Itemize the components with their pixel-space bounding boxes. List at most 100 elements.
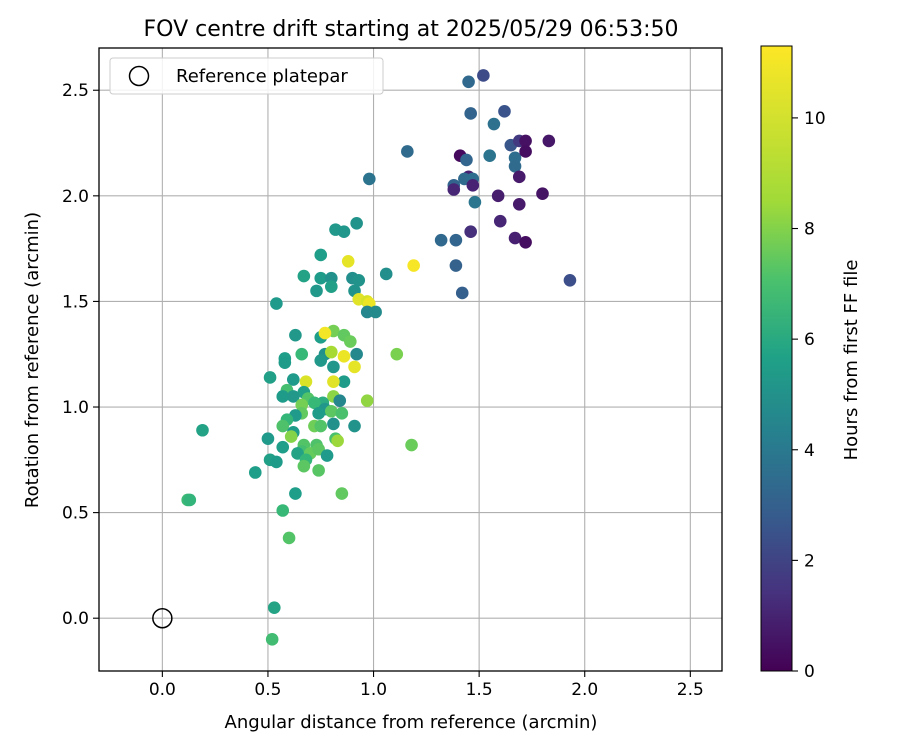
scatter-point	[519, 134, 532, 148]
plot-area	[98, 47, 723, 672]
scatter-point	[276, 390, 290, 403]
scatter-point	[341, 254, 355, 268]
scatter-point	[183, 493, 197, 507]
scatter-point	[286, 390, 300, 403]
scatter-point	[455, 286, 469, 300]
scatter-point	[270, 455, 283, 469]
scatter-point	[333, 394, 347, 407]
scatter-point	[278, 356, 292, 369]
y-tick-label: 1.0	[62, 398, 89, 418]
scatter-point	[248, 466, 262, 479]
scatter-point	[325, 280, 338, 293]
scatter-point	[327, 375, 340, 388]
scatter-point	[344, 335, 357, 348]
scatter-point	[487, 117, 501, 131]
data-points	[181, 69, 577, 646]
scatter-point	[312, 407, 325, 420]
scatter-point	[401, 145, 414, 158]
scatter-point	[276, 504, 290, 517]
colorbar-label: Hours from first FF file	[841, 260, 862, 461]
scatter-point	[335, 407, 349, 420]
scatter-point	[337, 350, 351, 363]
scatter-point	[348, 419, 361, 433]
scatter-point	[350, 347, 363, 361]
scatter-point	[360, 394, 374, 407]
scatter-point	[468, 195, 482, 209]
x-tick-label: 2.0	[571, 680, 598, 700]
colorbar-gradient	[760, 45, 793, 672]
scatter-point	[325, 404, 338, 418]
scatter-point	[363, 172, 376, 186]
scatter-point	[310, 284, 323, 298]
scatter-point	[542, 134, 556, 148]
reference-platepar-marker	[152, 607, 173, 629]
x-tick-label: 0.5	[254, 680, 281, 700]
grid	[99, 48, 722, 671]
scatter-point	[536, 187, 549, 201]
scatter-point	[325, 345, 338, 359]
scatter-point	[314, 354, 328, 367]
scatter-point	[512, 170, 526, 184]
scatter-point	[276, 419, 290, 433]
scatter-point	[493, 214, 507, 228]
scatter-point	[508, 231, 522, 245]
scatter-point	[337, 225, 351, 239]
scatter-point	[563, 274, 577, 287]
scatter-point	[405, 438, 418, 452]
scatter-point	[369, 305, 382, 319]
scatter-point	[270, 297, 283, 310]
scatter-point	[464, 225, 477, 239]
scatter-point	[483, 149, 496, 163]
scatter-point	[289, 487, 302, 500]
colorbar-tick-label: 8	[804, 220, 815, 240]
scatter-point	[297, 269, 311, 283]
scatter-point	[267, 601, 281, 614]
scatter-point	[466, 178, 480, 192]
x-tick-label: 1.0	[360, 680, 387, 700]
scatter-point	[320, 449, 334, 462]
colorbar-ticks: 0 2 4 6 8 10	[792, 109, 826, 682]
x-axis-label: Angular distance from reference (arcmin)	[225, 712, 598, 733]
y-tick-label: 2.5	[62, 81, 89, 101]
scatter-point	[276, 440, 290, 454]
scatter-point	[265, 633, 279, 646]
scatter-point	[379, 267, 393, 281]
legend-entry-label: Reference platepar	[176, 66, 348, 87]
scatter-point	[449, 233, 463, 247]
scatter-point	[299, 375, 313, 388]
scatter-point	[318, 326, 332, 340]
scatter-point	[348, 360, 361, 374]
scatter-point	[491, 189, 505, 203]
y-axis-label: Rotation from reference (arcmin)	[22, 212, 43, 508]
legend-marker-icon	[128, 65, 150, 87]
colorbar-tick-label: 4	[804, 441, 815, 461]
scatter-point	[314, 271, 328, 285]
scatter-point	[462, 75, 475, 89]
scatter-point	[434, 233, 448, 247]
scatter-point	[350, 216, 363, 230]
scatter-point	[498, 105, 511, 118]
scatter-point	[282, 531, 296, 545]
colorbar-tick-label: 6	[804, 330, 815, 350]
x-tick-label: 0.0	[149, 680, 176, 700]
scatter-point	[312, 464, 325, 477]
legend: Reference platepar	[109, 57, 384, 95]
scatter-point	[297, 459, 311, 473]
colorbar-tick-label: 2	[804, 551, 815, 571]
scatter-point	[335, 487, 349, 500]
scatter-point	[295, 347, 309, 361]
y-tick-label: 2.0	[62, 187, 89, 207]
scatter-point	[327, 360, 340, 374]
scatter-point	[390, 347, 404, 361]
scatter-point	[289, 328, 302, 342]
scatter-point	[508, 159, 522, 173]
y-tick-label: 1.5	[62, 292, 89, 312]
scatter-point	[337, 375, 351, 388]
x-tick-label: 1.5	[466, 680, 493, 700]
scatter-point	[263, 371, 277, 384]
scatter-point	[284, 430, 298, 443]
y-tick-label: 0.0	[62, 609, 89, 629]
scatter-point	[519, 235, 532, 249]
legend-box	[109, 57, 384, 95]
